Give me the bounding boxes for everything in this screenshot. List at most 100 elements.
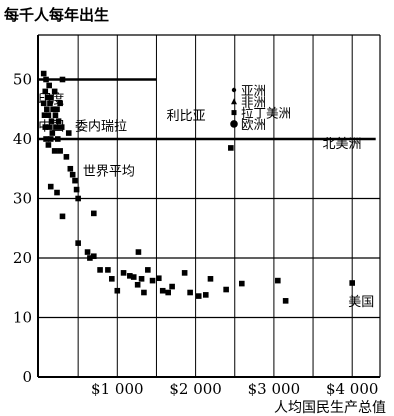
x-tick-label: $3 000 — [248, 380, 301, 398]
annotation-label: 北美洲 — [322, 137, 361, 152]
data-points — [40, 70, 355, 304]
data-point — [165, 289, 171, 296]
data-point — [40, 70, 47, 77]
data-point — [47, 100, 53, 107]
legend-marker — [231, 110, 237, 116]
data-point — [145, 267, 151, 273]
data-point — [45, 142, 52, 148]
data-point — [63, 154, 70, 160]
data-point — [44, 94, 51, 101]
data-point — [46, 124, 52, 130]
data-point — [87, 255, 93, 261]
grid — [37, 34, 381, 378]
y-tick-label: 0 — [22, 368, 32, 386]
data-point — [57, 148, 63, 154]
data-point — [44, 106, 50, 113]
data-point — [120, 270, 127, 276]
data-point — [349, 280, 355, 286]
data-point — [134, 281, 141, 288]
data-point — [55, 118, 62, 124]
data-point — [47, 183, 54, 190]
data-point — [46, 82, 52, 89]
data-point — [181, 270, 188, 276]
data-point — [75, 195, 81, 202]
y-tick-label: 50 — [13, 71, 32, 89]
x-axis-label: 人均国民生产总值 — [274, 400, 386, 416]
data-point — [223, 286, 229, 293]
data-point — [47, 136, 54, 142]
legend-label: 欧洲 — [241, 117, 266, 132]
annotation-label: 印度 — [38, 92, 64, 108]
data-point — [54, 136, 61, 142]
data-point — [155, 275, 162, 282]
data-point — [50, 106, 56, 113]
data-point — [114, 287, 121, 294]
data-point — [195, 293, 202, 299]
legend-label: 非洲 — [241, 94, 266, 109]
data-point — [72, 177, 78, 184]
data-point — [84, 249, 91, 255]
legend-label: 亚洲 — [241, 83, 266, 98]
y-tick-label: 40 — [13, 130, 32, 148]
y-tick-label: 20 — [13, 249, 32, 267]
data-point — [42, 88, 49, 95]
data-point — [228, 145, 234, 151]
data-point — [275, 277, 281, 284]
x-tick-label: $1 000 — [91, 380, 144, 398]
data-point — [49, 130, 56, 136]
data-point — [75, 240, 81, 246]
data-point — [169, 283, 175, 290]
data-point — [149, 277, 156, 284]
legend-label: 拉丁美洲 — [241, 106, 291, 121]
data-point — [51, 88, 58, 95]
annotation-label: 美国 — [348, 295, 374, 310]
annotation-label: 利比亚 — [167, 109, 206, 124]
data-point — [130, 274, 137, 280]
data-point — [59, 76, 66, 83]
data-point — [45, 112, 52, 118]
x-tick-label: $4 000 — [326, 380, 379, 398]
y-tick-label: 10 — [13, 309, 32, 327]
data-point — [159, 287, 166, 294]
data-point — [59, 213, 66, 220]
data-point — [238, 280, 245, 287]
data-point — [73, 186, 80, 193]
legend-marker — [230, 120, 238, 128]
data-point — [40, 100, 47, 107]
data-point — [47, 94, 54, 101]
data-point — [51, 148, 58, 154]
data-point — [207, 276, 214, 282]
x-tick-label: $2 000 — [169, 380, 222, 398]
axis-ticks: 0 10 20 30 40 50 $1 000 $2 000 $3 000 $4 000 — [13, 71, 379, 399]
data-point — [109, 276, 115, 282]
annotation-label: 中国 — [38, 119, 64, 134]
reference-lines — [39, 78, 376, 141]
data-point — [48, 118, 55, 124]
data-point — [97, 267, 103, 273]
data-point — [65, 130, 72, 136]
data-point — [91, 210, 97, 217]
data-point — [127, 273, 133, 279]
data-point — [52, 112, 59, 118]
y-tick-label: 30 — [13, 190, 32, 208]
legend-marker — [231, 98, 237, 105]
data-point — [67, 165, 74, 172]
data-point — [187, 289, 193, 296]
data-point — [54, 189, 60, 196]
data-point — [53, 124, 60, 130]
data-point — [105, 267, 111, 273]
data-point — [141, 289, 147, 296]
data-point — [43, 136, 49, 142]
data-point — [135, 249, 142, 255]
data-point — [42, 124, 49, 130]
legend-marker — [231, 87, 237, 93]
data-point — [202, 292, 209, 298]
data-point — [41, 112, 48, 118]
data-point — [57, 100, 63, 107]
data-point — [54, 106, 60, 113]
data-point — [69, 171, 76, 178]
data-point — [91, 253, 97, 260]
